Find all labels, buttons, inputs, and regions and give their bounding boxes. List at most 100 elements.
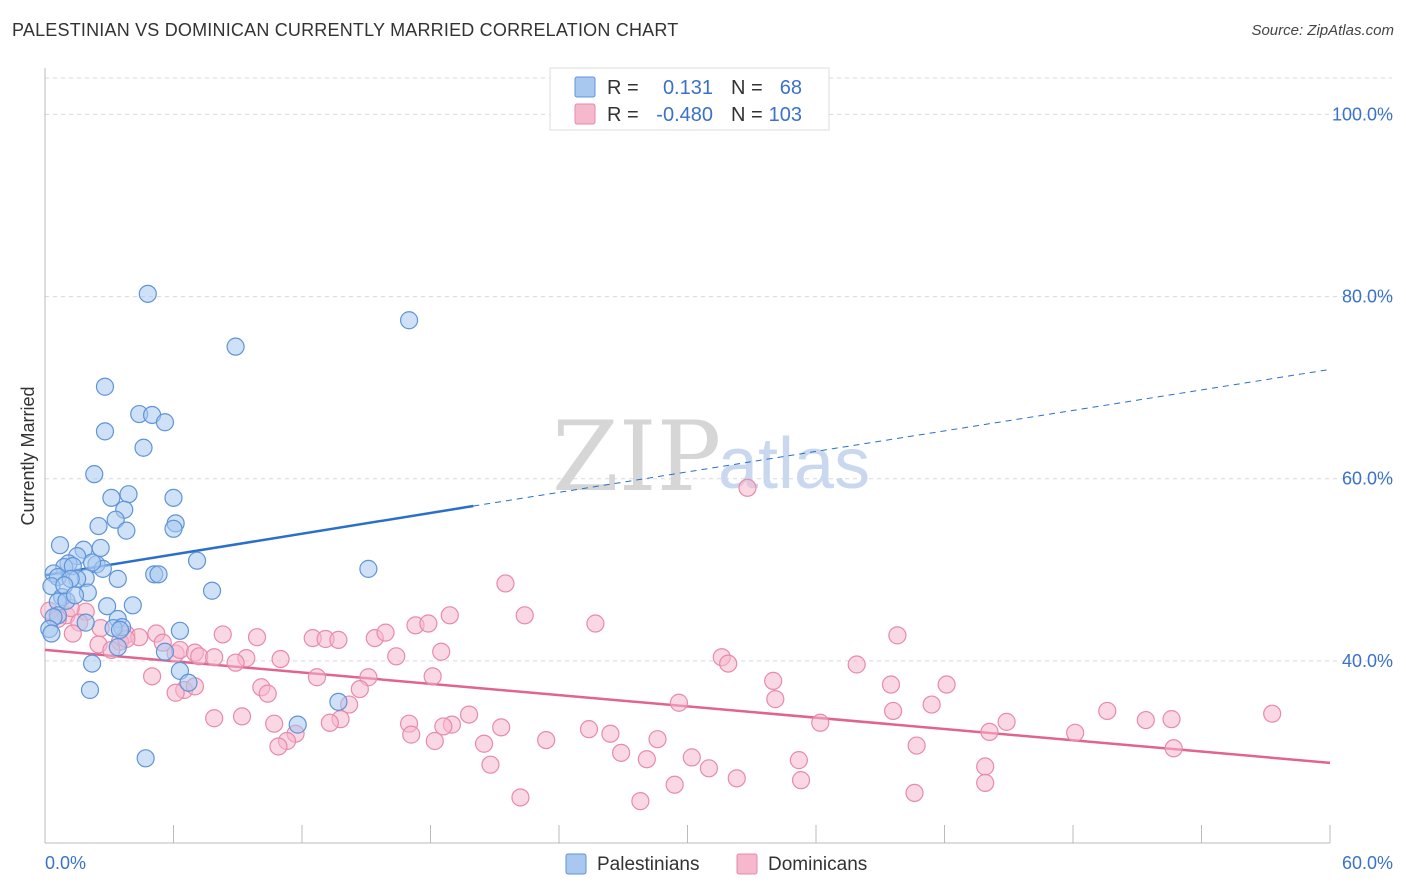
palestinian-point [83,553,102,572]
dominican-point [434,717,453,736]
dominican-point [63,624,82,643]
palestinian-point [89,516,108,536]
dominican-point [320,713,339,732]
palestinian-point [119,485,138,504]
palestinian-point [102,488,121,507]
palestinian-point [117,521,136,540]
dominican-point [601,724,620,743]
dominican-point [579,720,599,739]
dominican-point [1136,710,1155,730]
palestinian-point [187,551,207,570]
legend-r-label-2: R = [607,104,639,126]
source-label: Source: ZipAtlas.com [1251,22,1394,39]
dominican-point [481,755,500,774]
palestinian-point [98,597,117,616]
axis-layer: 40.0% 60.0% 80.0% 100.0% 0.0% 60.0% [44,68,1393,873]
palestinian-point [399,311,419,330]
palestinian-point [123,596,142,615]
palestinian-point [149,565,168,584]
dominican-point [258,684,277,703]
dominican-point [423,667,442,686]
dominican-point [665,775,684,794]
dominican-point [586,614,605,633]
dominican-point [537,730,556,750]
palestinian-point [202,581,222,600]
dominican-point [883,701,903,721]
dominican-point [719,654,738,673]
dominican-point [515,606,534,625]
palestinian-point [164,488,183,507]
palestinian-point [329,692,348,711]
palestinian-point [65,586,85,605]
dominican-point [1164,739,1183,758]
dominican-point [511,788,530,807]
dominican-point [937,675,956,694]
dominican-point [474,734,494,753]
dominican-point [307,668,327,687]
dominican-point [432,642,451,661]
palestinian-point [95,377,115,396]
dominican-point [789,751,808,770]
legend-n-value-2: 103 [769,104,802,126]
bottom-legend-dominicans: Dominicans [768,854,867,875]
correlation-legend: R = 0.131 N = 68 R = -0.480 N = 103 [549,67,830,131]
dominican-point [247,628,267,647]
chart-title: PALESTINIAN VS DOMINICAN CURRENTLY MARRI… [12,20,679,40]
watermark-zip: ZIP [552,401,721,513]
dominican-point [226,653,245,672]
dominican-point [976,757,995,776]
dominican-point [881,675,901,694]
palestinian-point [83,654,102,673]
dominican-point [329,630,348,650]
bottom-legend-swatch-dominicans [736,853,758,875]
dominican-point [265,714,284,733]
x-tick-label: 0.0% [45,853,86,873]
legend-swatch-palestinians [574,76,596,98]
palestinian-point [42,624,61,643]
dominican-point [142,667,162,686]
bottom-legend-palestinians: Palestinians [597,854,699,875]
dominicans-trend-line [44,648,1331,765]
dominican-point [232,707,252,726]
dominican-point [811,713,830,732]
legend-box [549,67,830,131]
dominican-point [922,695,941,714]
dominican-point [791,771,811,790]
palestinian-point [138,284,157,303]
legend-n-label-2: N = [731,104,763,126]
dominican-point [631,792,650,811]
dominican-point [907,736,926,755]
y-tick-label: 80.0% [1342,287,1393,307]
dominican-point [612,743,631,762]
dominican-point [997,712,1016,731]
palestinian-point [288,715,307,734]
palestinian-point [110,620,130,639]
dominican-point [1263,704,1282,723]
palestinian-point [76,613,95,632]
dominican-point [669,693,689,712]
legend-n-label-1: N = [731,77,763,99]
x-tick-label: 60.0% [1342,853,1393,873]
y-tick-label: 60.0% [1342,469,1393,489]
dominican-point [1098,701,1117,721]
dominican-point [738,478,757,497]
dominican-point [205,709,224,728]
y-tick-label: 100.0% [1332,104,1393,124]
dominican-point [425,731,444,751]
palestinian-point [136,749,155,768]
palestinians-trend-extension [473,368,1331,507]
bottom-legend-swatch-palestinians [565,853,587,875]
series-legend: Palestinians Dominicans [565,853,867,875]
legend-r-value-1: 0.131 [663,77,713,99]
dominican-point [376,623,395,642]
dominican-point [682,748,701,767]
dominican-point [699,759,719,778]
dominican-point [387,647,406,666]
palestinian-point [95,422,115,441]
palestinian-point [50,536,70,555]
y-tick-label: 40.0% [1342,651,1393,671]
dominican-point [269,737,288,756]
dominican-point [170,640,190,660]
legend-swatch-dominicans [574,103,596,125]
